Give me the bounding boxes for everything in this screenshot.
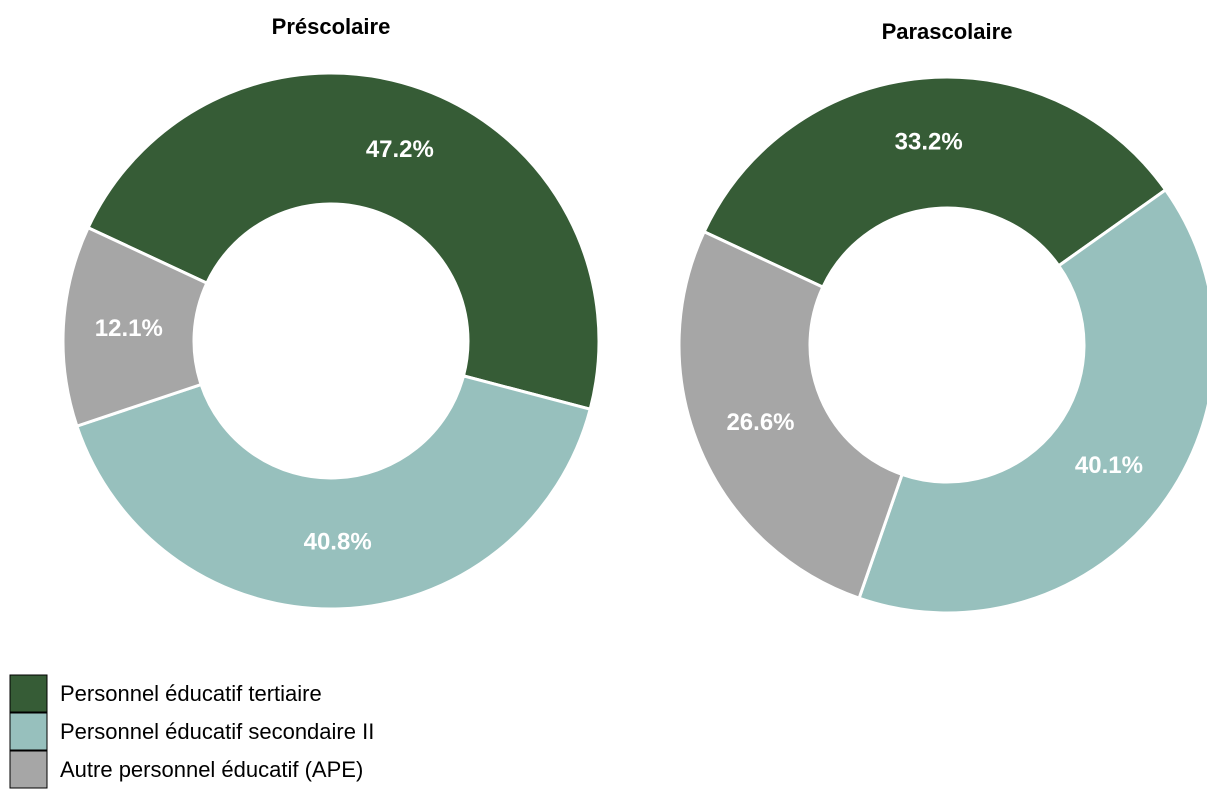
donut-slice [61,225,209,429]
value-label: 12.1% [95,315,163,342]
legend-swatch [9,750,48,789]
donut-slice [74,374,593,611]
donut-slice [702,75,1168,290]
value-label: 40.8% [304,529,372,556]
chart-title: Préscolaire [272,14,391,39]
donut-slice [677,229,904,601]
chart-title: Parascolaire [882,19,1013,44]
value-label: 26.6% [726,409,794,436]
legend-swatch [9,712,48,751]
value-label: 40.1% [1075,452,1143,479]
donut-slice [857,187,1207,615]
legend-label: Autre personnel éducatif (APE) [60,757,363,782]
legend-label: Personnel éducatif secondaire II [60,719,374,744]
value-label: 47.2% [366,136,434,163]
legend-swatch [9,674,48,713]
legend-label: Personnel éducatif tertiaire [60,681,322,706]
donut-slice [86,71,601,412]
value-label: 33.2% [895,129,963,156]
